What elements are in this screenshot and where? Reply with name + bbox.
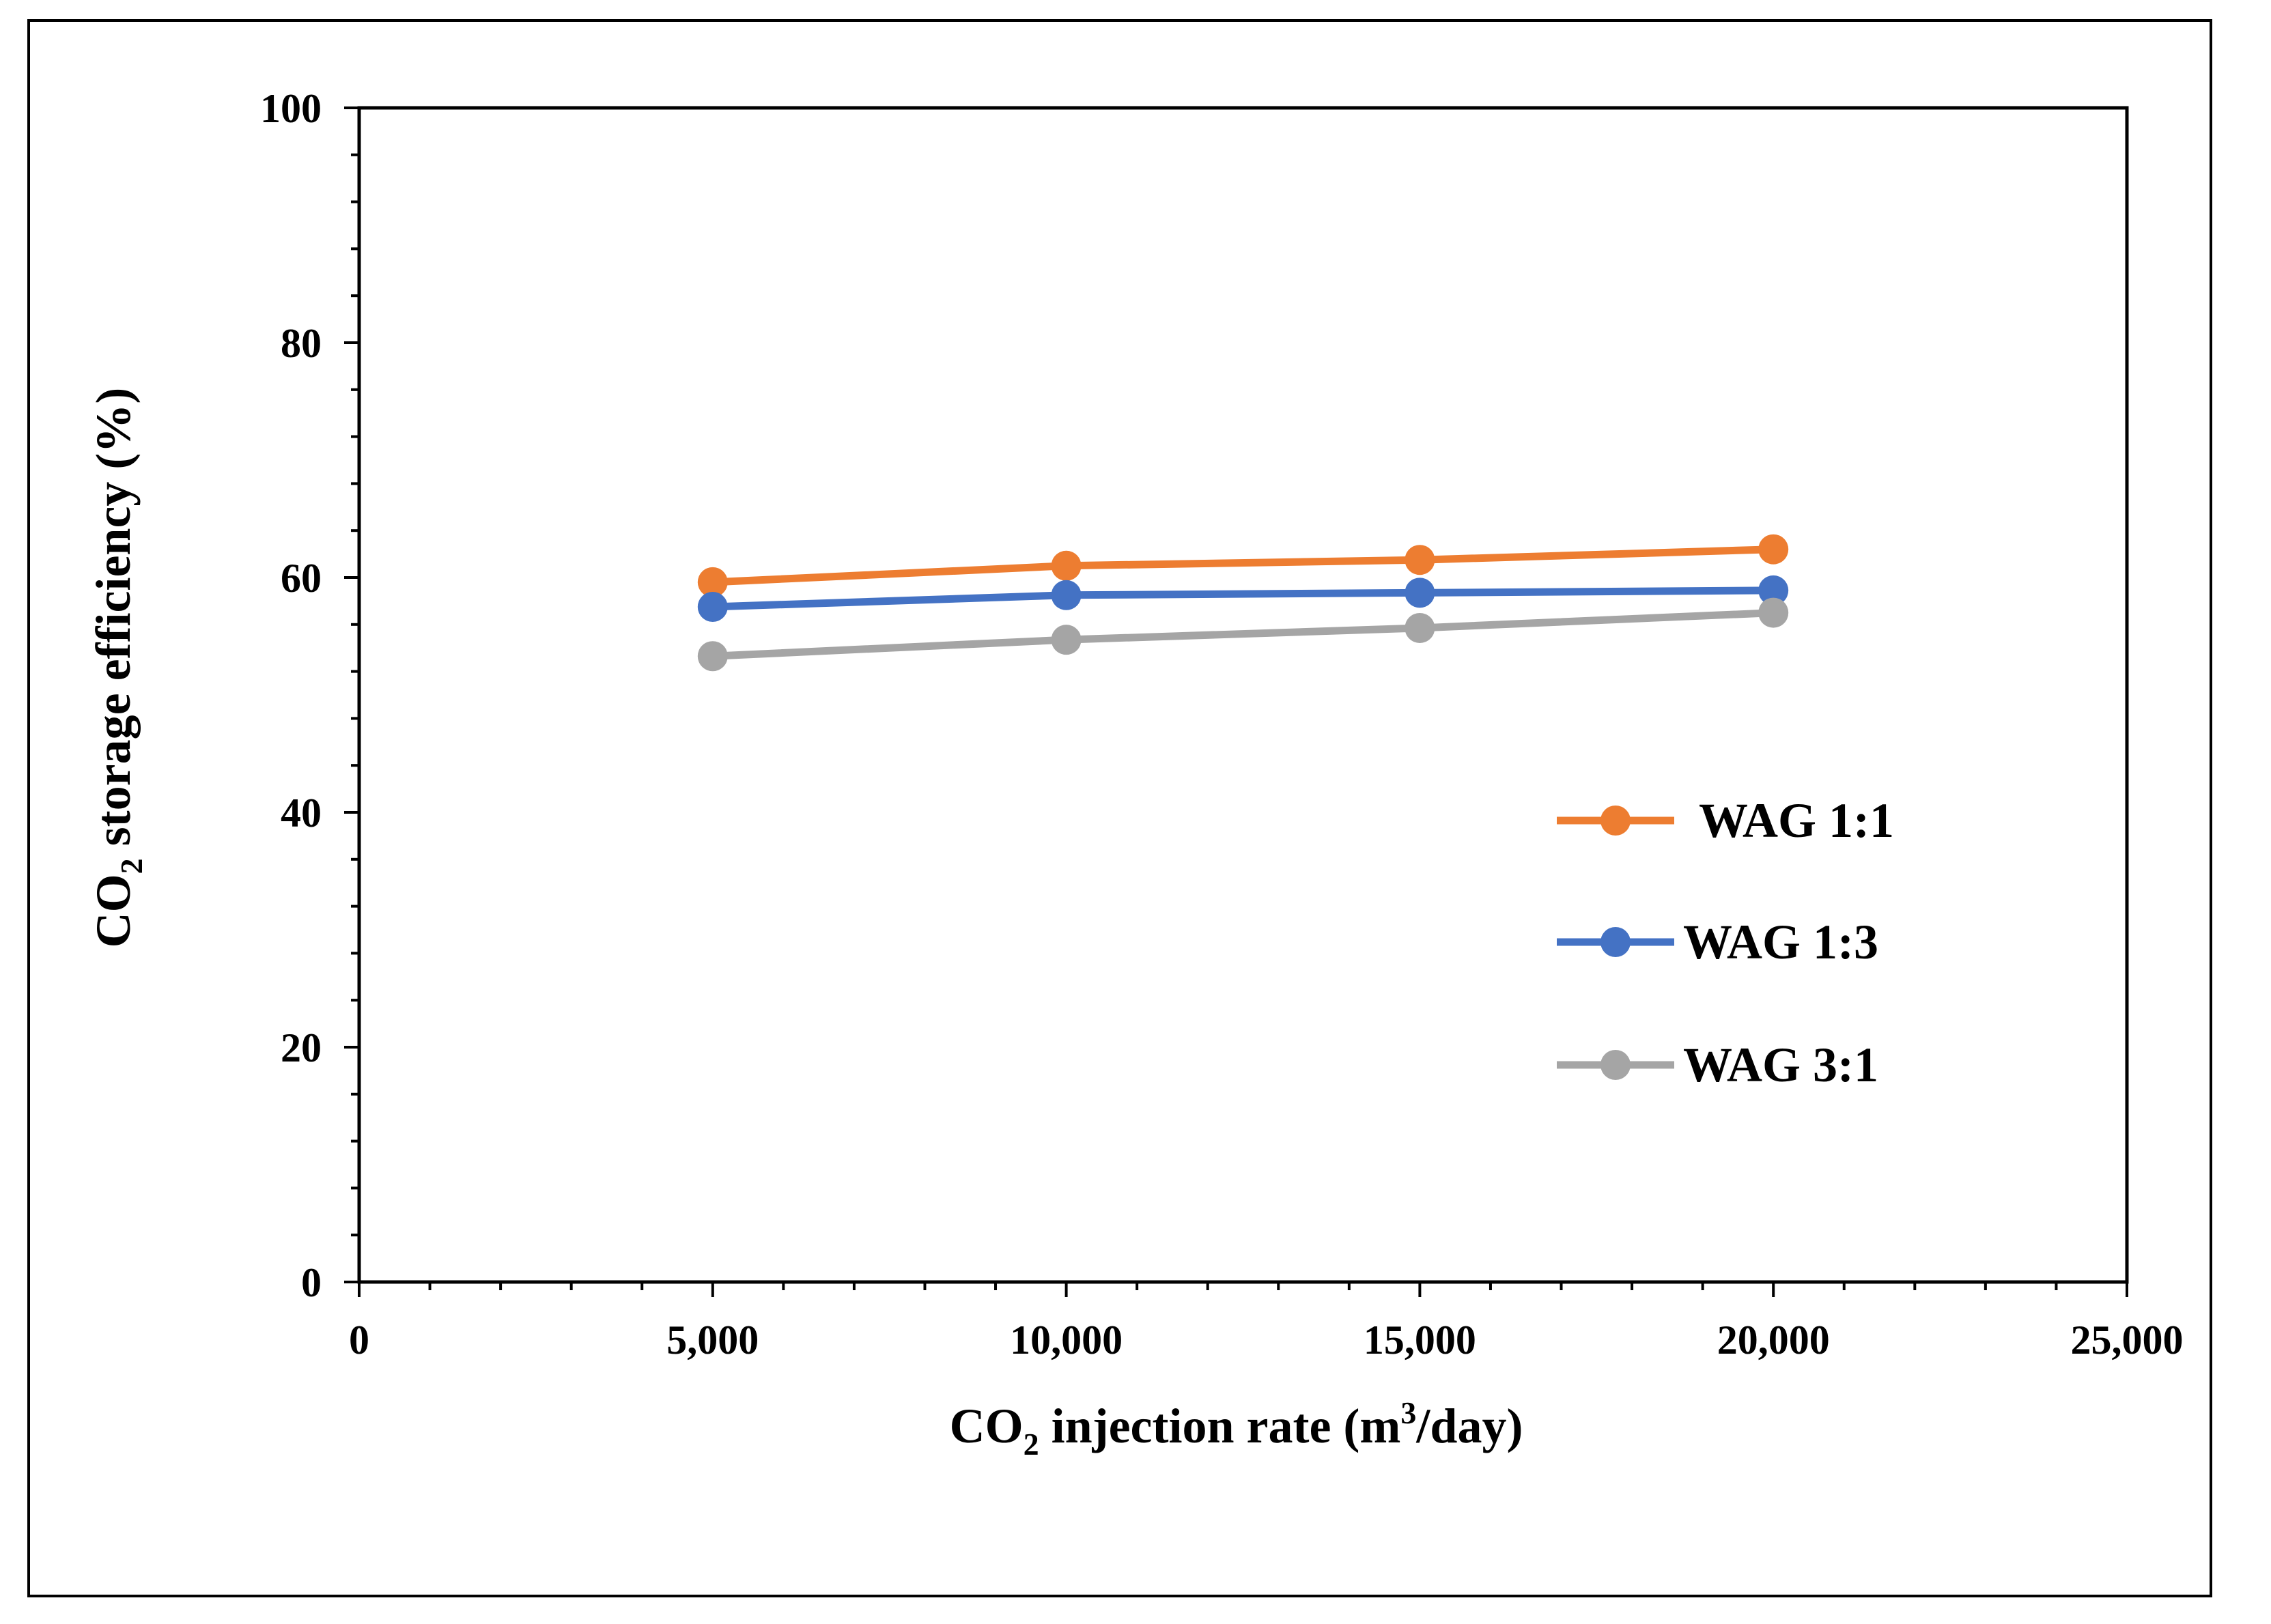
data-point-wag-3-1 bbox=[697, 641, 728, 672]
y-tick-label: 20 bbox=[281, 1025, 322, 1070]
plot-area bbox=[357, 106, 2129, 1284]
data-point-wag-1-3 bbox=[1405, 578, 1435, 608]
x-tick-label: 5,000 bbox=[666, 1317, 759, 1363]
data-point-wag-1-1 bbox=[1405, 545, 1435, 575]
y-axis-title: CO2 storage efficiency (%) bbox=[86, 388, 149, 948]
y-tick-label: 100 bbox=[260, 86, 322, 131]
y-tick-label: 60 bbox=[281, 556, 322, 601]
x-tick-label: 20,000 bbox=[1717, 1317, 1830, 1363]
x-axis-title: CO2 injection rate (m3/day) bbox=[950, 1395, 1523, 1462]
data-point-wag-1-1 bbox=[697, 567, 728, 597]
x-tick-label: 0 bbox=[349, 1317, 369, 1363]
legend-label-wag-1-3: WAG 1:3 bbox=[1683, 915, 1878, 969]
data-point-wag-1-1 bbox=[1051, 550, 1082, 581]
data-point-wag-3-1 bbox=[1758, 597, 1789, 628]
data-point-wag-1-3 bbox=[1051, 580, 1082, 610]
data-point-wag-1-1 bbox=[1758, 534, 1789, 565]
legend-marker-wag-3-1 bbox=[1600, 1050, 1631, 1080]
data-point-wag-1-3 bbox=[697, 592, 728, 622]
legend-label-wag-3-1: WAG 3:1 bbox=[1683, 1038, 1878, 1092]
x-tick-label: 15,000 bbox=[1364, 1317, 1476, 1363]
x-tick-label: 25,000 bbox=[2071, 1317, 2184, 1363]
data-point-wag-1-3 bbox=[1758, 575, 1789, 606]
legend-label-wag-1-1: WAG 1:1 bbox=[1699, 793, 1894, 848]
data-point-wag-3-1 bbox=[1405, 612, 1435, 643]
x-tick-label: 10,000 bbox=[1010, 1317, 1123, 1363]
legend-marker-wag-1-1 bbox=[1600, 806, 1631, 836]
series-line-wag-3-1 bbox=[712, 609, 1774, 660]
series-line-wag-1-1 bbox=[712, 545, 1774, 586]
y-tick-label: 40 bbox=[281, 790, 322, 836]
data-point-wag-3-1 bbox=[1051, 625, 1082, 655]
y-tick-label: 80 bbox=[281, 321, 322, 366]
chart-frame bbox=[27, 19, 2212, 1597]
legend-marker-wag-1-3 bbox=[1600, 927, 1631, 957]
y-tick-label: 0 bbox=[301, 1260, 322, 1305]
series-line-wag-1-3 bbox=[712, 586, 1774, 611]
